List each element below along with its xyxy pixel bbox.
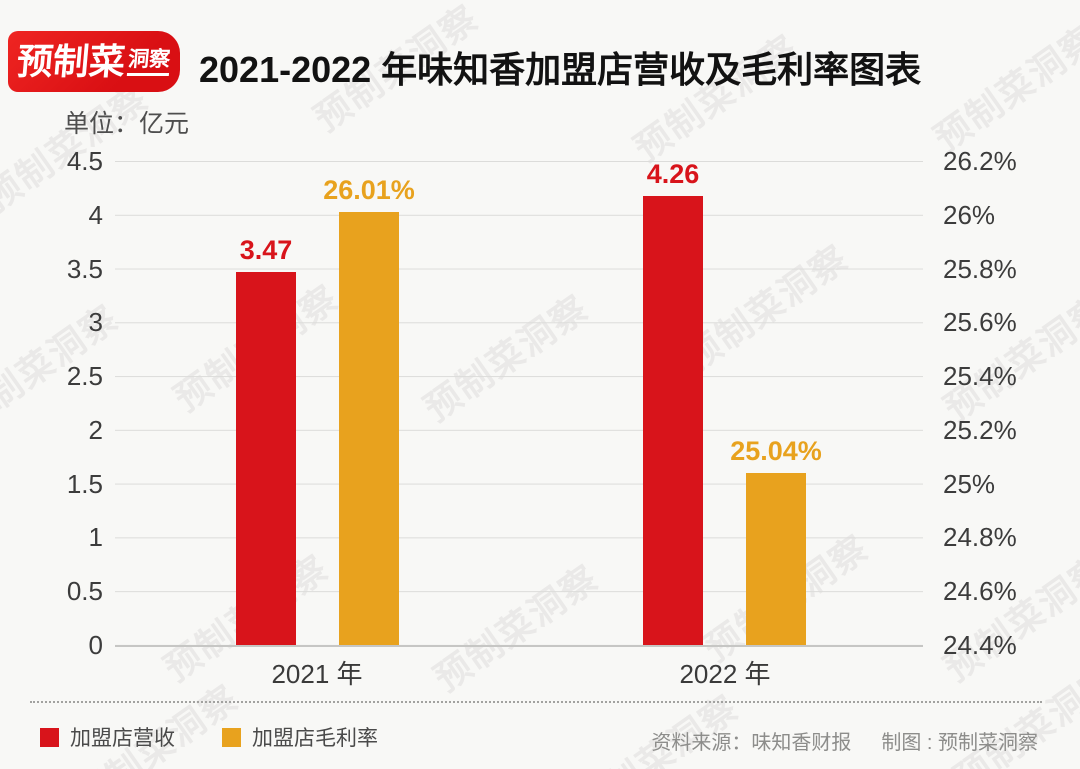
left-axis-tick: 0.5 — [66, 576, 103, 607]
bar-column-revenue-2022: 4.26 — [643, 161, 703, 645]
watermark-text: 预制菜洞察 — [66, 676, 247, 769]
x-axis-label-2022: 2022 年 — [679, 659, 771, 689]
x-axis-label-2021: 2021 年 — [271, 659, 363, 689]
bar-value-label-margin-2021: 26.01% — [323, 175, 415, 206]
legend-item-margin: 加盟店毛利率 — [222, 722, 378, 752]
right-axis-tick: 24.4% — [943, 630, 1017, 660]
legend-swatch-margin-icon — [222, 727, 241, 747]
left-axis-tick: 3.5 — [66, 253, 103, 284]
brand-badge-text: 预制菜 洞察 — [15, 40, 172, 82]
brand-badge-primary-text: 预制菜 — [15, 40, 128, 82]
bar-value-label-revenue-2022: 4.26 — [646, 159, 700, 189]
left-axis-tick: 3 — [88, 307, 103, 338]
legend-swatch-revenue-icon — [40, 727, 59, 747]
brand-badge: 预制菜 洞察 — [8, 31, 180, 92]
right-axis-tick: 25.2% — [943, 414, 1017, 445]
left-axis-tick: 1 — [88, 522, 103, 553]
right-axis-tick: 25% — [943, 468, 996, 499]
bar-value-label-revenue-2021: 3.47 — [239, 234, 293, 265]
right-axis-tick: 26% — [943, 199, 996, 230]
watermark-text: 预制菜洞察 — [566, 686, 747, 769]
right-axis-tick: 26.2% — [943, 146, 1017, 176]
legend: 加盟店营收 加盟店毛利率 — [40, 722, 378, 752]
bar-rect-revenue-2022 — [643, 196, 703, 645]
bar-value-label-margin-2022: 25.04% — [730, 435, 822, 466]
bar-column-revenue-2021: 3.47 — [236, 161, 296, 645]
bar-rect-margin-2022 — [746, 472, 806, 645]
watermark-text: 预制菜洞察 — [936, 286, 1080, 430]
plot-area: 4.5 4 3.5 3 2.5 2 1.5 1 0.5 0 26.2% 26% … — [67, 148, 1017, 689]
left-axis-tick: 2.5 — [66, 361, 103, 392]
left-axis-tick: 2 — [88, 414, 103, 445]
right-axis-tick: 25.4% — [943, 361, 1017, 392]
page-title: 2021-2022 年味知香加盟店营收及毛利率图表 — [199, 49, 922, 90]
watermark-text: 预制菜洞察 — [926, 16, 1080, 160]
footer-source: 资料来源：味知香财报 制图 : 预制菜洞察 — [651, 726, 1038, 755]
bar-column-margin-2022: 25.04% — [730, 161, 822, 645]
brand-badge-secondary-text: 洞察 — [127, 47, 172, 75]
credit-text: 制图 : 预制菜洞察 — [881, 732, 1038, 754]
legend-item-revenue: 加盟店营收 — [40, 722, 175, 752]
left-axis-tick: 4 — [88, 199, 103, 230]
left-axis-tick: 1.5 — [66, 468, 103, 499]
right-axis-tick: 25.6% — [943, 307, 1017, 338]
watermark-text: 预制菜洞察 — [936, 546, 1080, 690]
unit-label: 单位：亿元 — [64, 110, 190, 138]
left-axis-tick: 4.5 — [66, 146, 103, 176]
left-axis-tick: 0 — [88, 630, 103, 660]
dotted-separator — [30, 701, 1042, 703]
bar-column-margin-2021: 26.01% — [323, 161, 415, 645]
bar-rect-margin-2021 — [339, 212, 399, 645]
right-axis-tick: 25.8% — [943, 253, 1017, 284]
legend-label-margin: 加盟店毛利率 — [252, 727, 378, 750]
right-axis-tick: 24.6% — [943, 576, 1017, 607]
watermark-text: 预制菜洞察 — [0, 296, 127, 440]
source-text: 资料来源：味知香财报 — [651, 732, 852, 754]
legend-label-revenue: 加盟店营收 — [70, 727, 175, 750]
bar-rect-revenue-2021 — [236, 271, 296, 645]
right-axis-tick: 24.8% — [943, 522, 1017, 553]
